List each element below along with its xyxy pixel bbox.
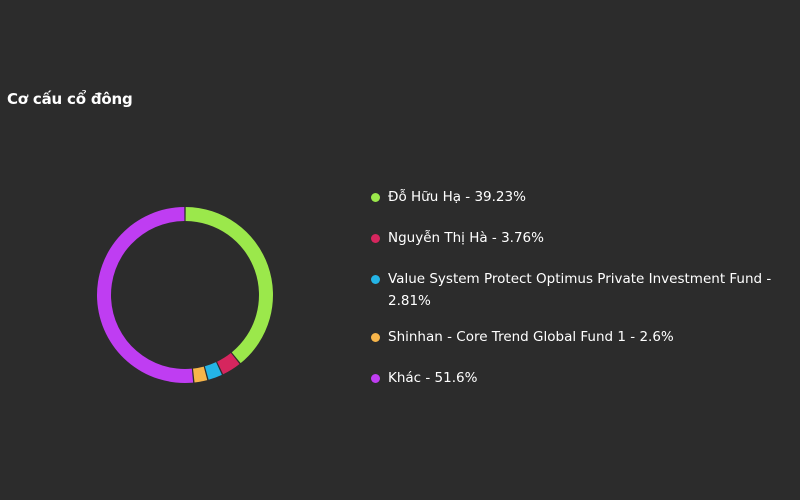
legend-label: Nguyễn Thị Hà - 3.76% <box>388 230 544 246</box>
legend-label: Value System Protect Optimus Private Inv… <box>388 271 772 309</box>
legend-item-4[interactable]: Khác - 51.6% <box>368 367 798 389</box>
legend-item-1[interactable]: Nguyễn Thị Hà - 3.76% <box>368 227 798 249</box>
donut-chart <box>97 207 273 383</box>
donut-slice-3[interactable] <box>193 366 208 383</box>
legend-label: Đỗ Hữu Hạ - 39.23% <box>388 189 526 205</box>
chart-title: Cơ cấu cổ đông <box>7 90 133 108</box>
legend-label: Khác - 51.6% <box>388 370 478 386</box>
legend-item-3[interactable]: Shinhan - Core Trend Global Fund 1 - 2.6… <box>368 326 798 348</box>
chart-legend: Đỗ Hữu Hạ - 39.23% Nguyễn Thị Hà - 3.76% V… <box>368 186 798 408</box>
legend-item-0[interactable]: Đỗ Hữu Hạ - 39.23% <box>368 186 798 208</box>
donut-slice-2[interactable] <box>204 362 222 380</box>
legend-dot-icon <box>371 275 380 284</box>
donut-slice-1[interactable] <box>217 353 240 375</box>
legend-dot-icon <box>371 193 380 202</box>
legend-dot-icon <box>371 333 380 342</box>
donut-slice-0[interactable] <box>185 207 273 364</box>
donut-slice-4[interactable] <box>97 207 194 383</box>
legend-label: Shinhan - Core Trend Global Fund 1 - 2.6… <box>388 329 674 345</box>
legend-item-2[interactable]: Value System Protect Optimus Private Inv… <box>368 268 798 312</box>
legend-dot-icon <box>371 234 380 243</box>
legend-dot-icon <box>371 374 380 383</box>
